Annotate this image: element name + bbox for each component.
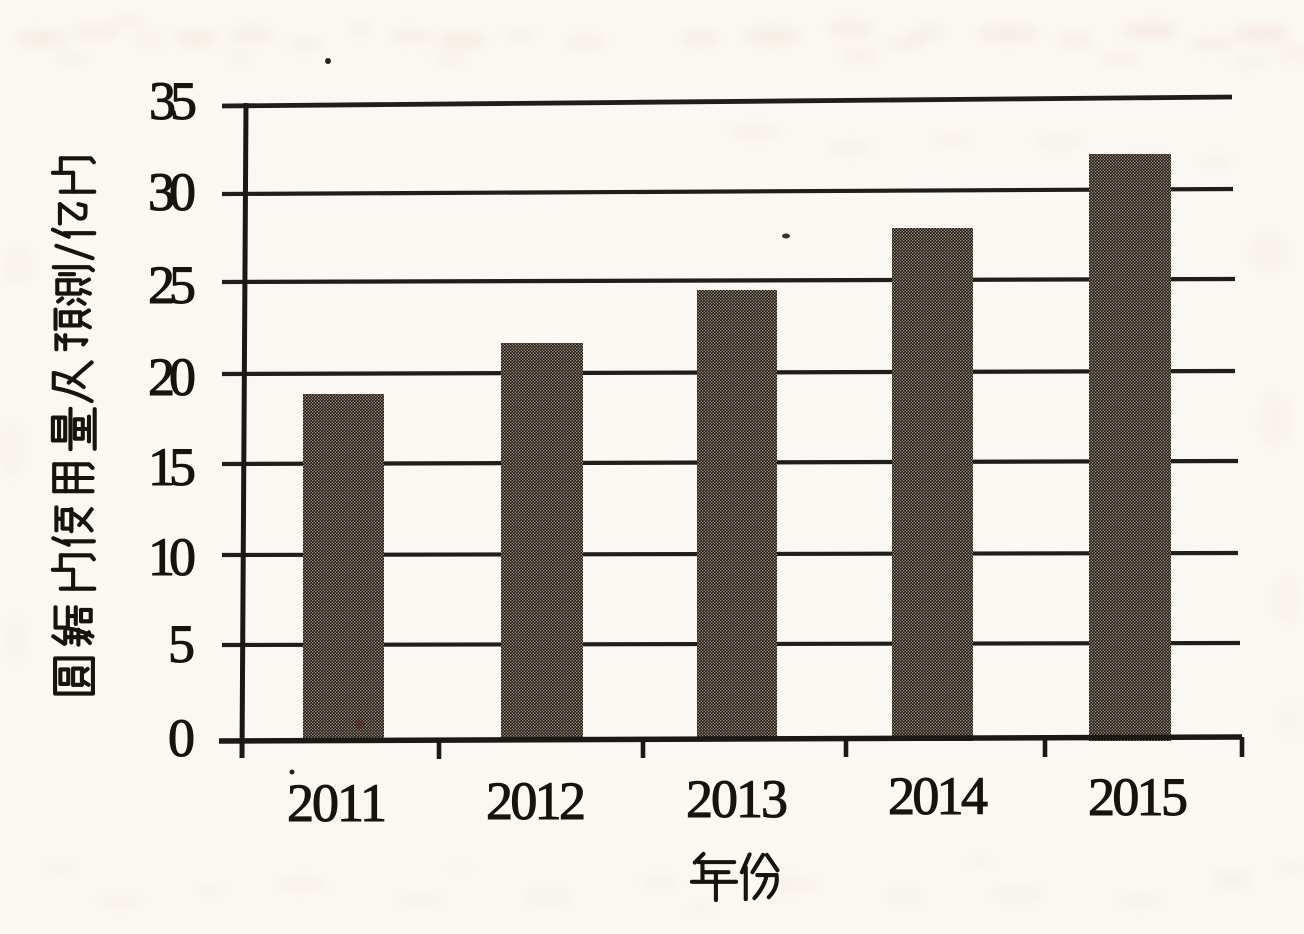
svg-text:2012: 2012 <box>486 771 586 831</box>
svg-text:2013: 2013 <box>686 769 788 829</box>
svg-text:0: 0 <box>168 708 195 768</box>
svg-text:25: 25 <box>148 255 196 315</box>
svg-text:5: 5 <box>168 614 195 674</box>
svg-text:2011: 2011 <box>287 773 387 833</box>
svg-text:15: 15 <box>148 437 196 497</box>
svg-text:10: 10 <box>148 527 196 587</box>
svg-text:30: 30 <box>148 162 196 222</box>
svg-text:2014: 2014 <box>888 766 988 826</box>
svg-text:20: 20 <box>148 347 196 407</box>
svg-text:35: 35 <box>149 71 197 131</box>
svg-text:2015: 2015 <box>1088 767 1188 827</box>
